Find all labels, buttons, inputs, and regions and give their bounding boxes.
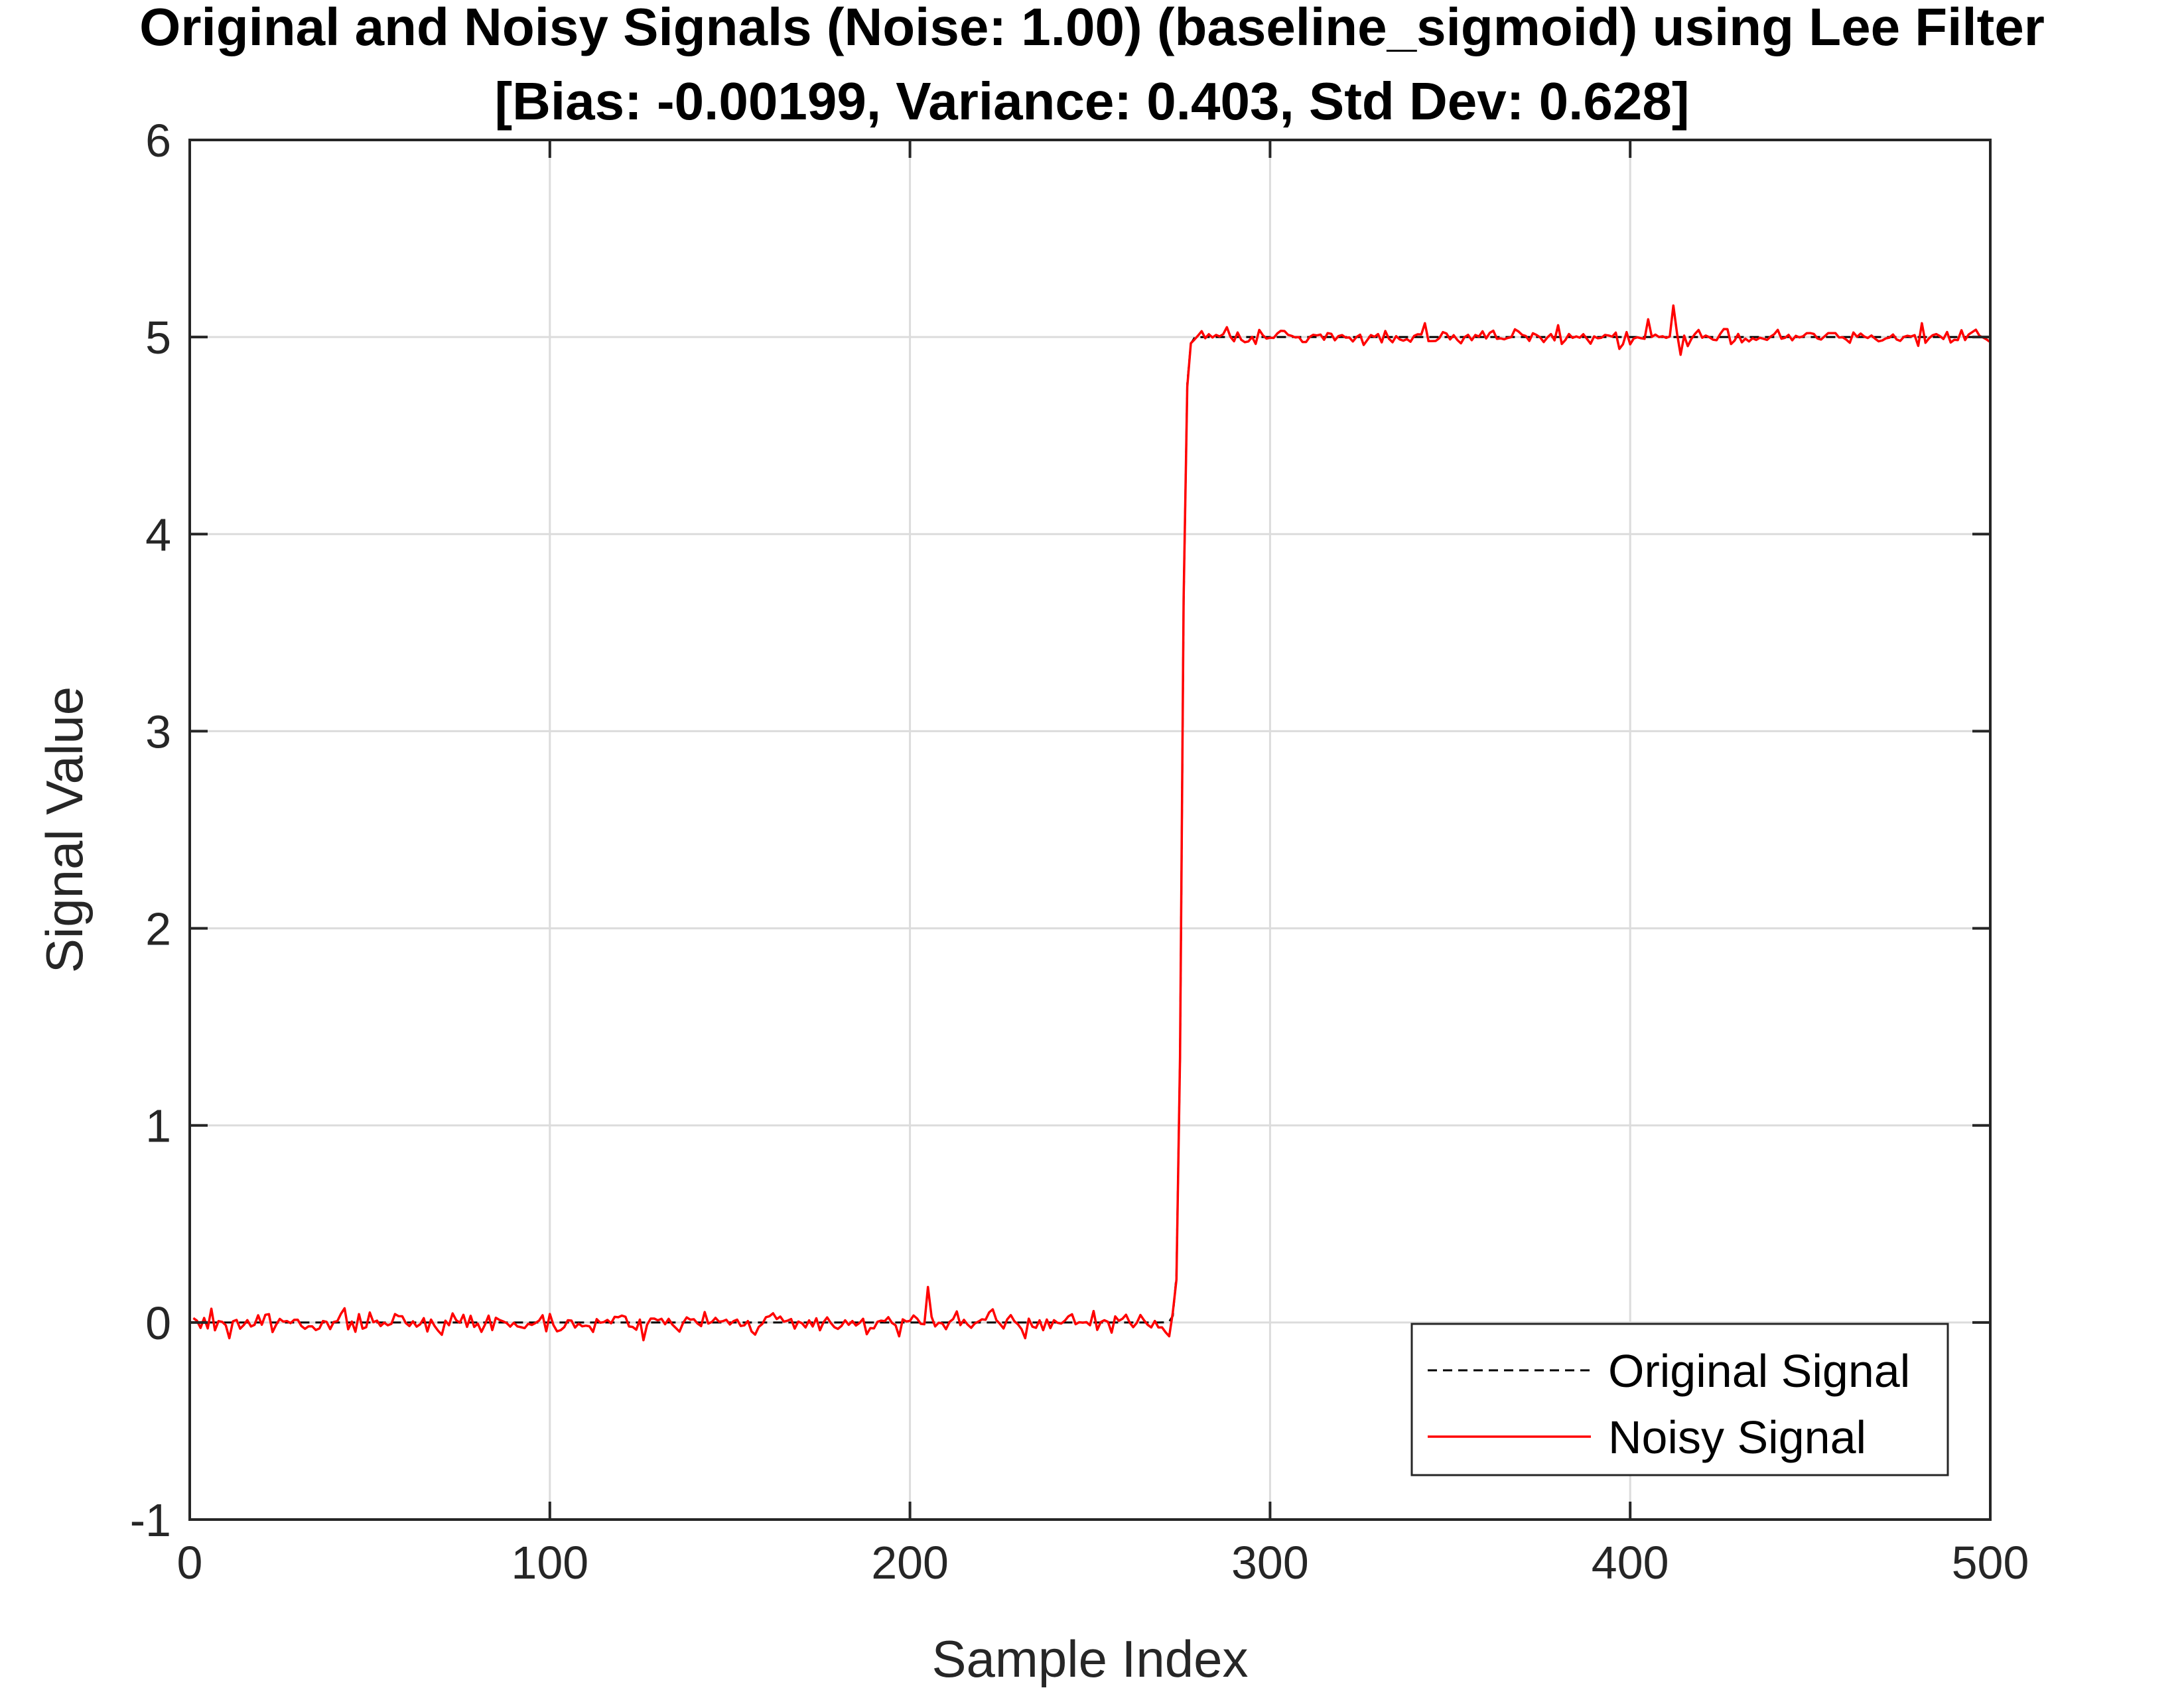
legend-box — [1410, 1323, 1949, 1476]
y-tick-label: 0 — [145, 1297, 171, 1349]
axes-frame — [188, 139, 1992, 1521]
series-line-original-signal — [193, 336, 1990, 1324]
chart-title-line-2: [Bias: -0.00199, Variance: 0.403, Std De… — [495, 72, 1690, 131]
x-tick-label: 400 — [1592, 1537, 1669, 1589]
y-tick-label: 4 — [145, 509, 171, 560]
x-tick-label: 0 — [177, 1537, 203, 1589]
y-tick-label: 2 — [145, 903, 171, 955]
x-tick-label: 200 — [871, 1537, 949, 1589]
plot-area — [190, 140, 1990, 1520]
y-tick-label: 5 — [145, 312, 171, 363]
series-lines — [192, 304, 1992, 1342]
legend-label-original-signal: Original Signal — [1608, 1345, 1910, 1397]
x-axis-ticks: 0 100 200 300 400 500 — [177, 140, 2029, 1589]
chart-title-line-1: Original and Noisy Signals (Noise: 1.00)… — [139, 0, 2045, 56]
x-axis-label: Sample Index — [932, 1630, 1249, 1688]
y-tick-label: 6 — [145, 115, 171, 166]
x-tick-label: 100 — [511, 1537, 588, 1589]
y-axis-label: Signal Value — [35, 686, 94, 973]
chart-title: Original and Noisy Signals (Noise: 1.00)… — [139, 0, 2045, 131]
series-line-noisy-signal — [192, 304, 1992, 1342]
x-tick-label: 300 — [1231, 1537, 1309, 1589]
legend: Original Signal Noisy Signal — [1410, 1323, 1949, 1476]
y-tick-label: -1 — [130, 1494, 171, 1546]
y-tick-label: 3 — [145, 706, 171, 757]
legend-label-noisy-signal: Noisy Signal — [1608, 1411, 1866, 1463]
x-tick-label: 500 — [1952, 1537, 2029, 1589]
y-tick-label: 1 — [145, 1100, 171, 1152]
y-axis-ticks: -1 0 1 2 3 4 5 6 — [130, 115, 1990, 1546]
